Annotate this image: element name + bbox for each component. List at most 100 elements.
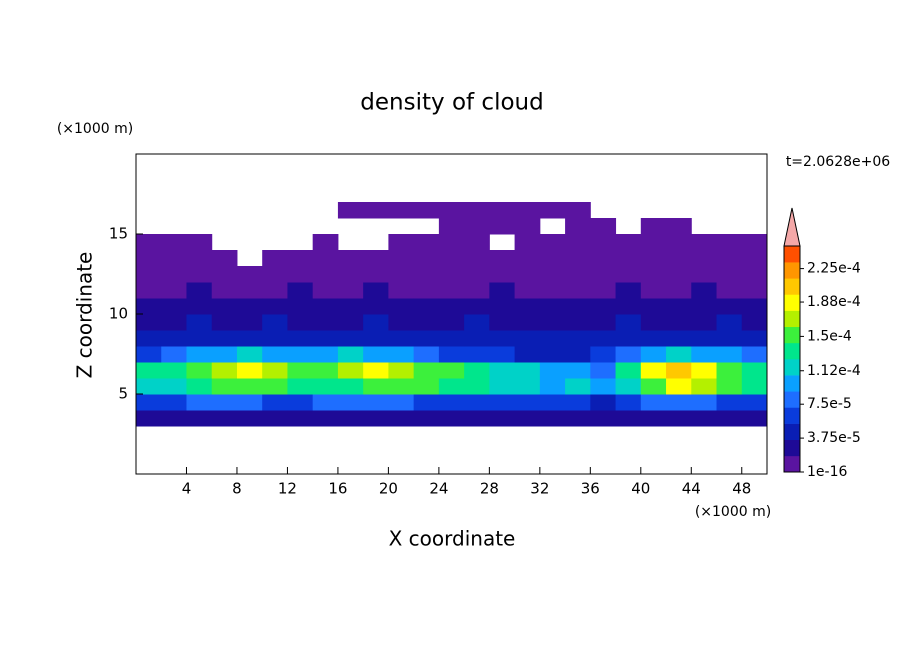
contour-cell bbox=[363, 346, 389, 363]
contour-cell bbox=[716, 314, 743, 331]
contour-cell bbox=[514, 394, 541, 411]
contour-cell bbox=[186, 266, 213, 283]
contour-cell bbox=[539, 250, 566, 267]
contour-cell bbox=[136, 250, 162, 267]
x-tick-label: 40 bbox=[631, 480, 650, 498]
contour-cell bbox=[262, 410, 288, 427]
contour-cell bbox=[136, 282, 162, 299]
contour-cell bbox=[161, 250, 187, 267]
colorbar-band bbox=[784, 359, 800, 376]
contour-cell bbox=[666, 234, 692, 251]
contour-cell bbox=[489, 266, 516, 283]
contour-cell bbox=[287, 346, 314, 363]
contour-cell bbox=[539, 346, 566, 363]
contour-cell bbox=[464, 218, 490, 235]
contour-cell bbox=[337, 282, 364, 299]
contour-cell bbox=[615, 362, 642, 379]
contour-cell bbox=[640, 218, 667, 235]
contour-cell bbox=[464, 282, 490, 299]
contour-cell bbox=[615, 282, 642, 299]
contour-cell bbox=[236, 282, 263, 299]
contour-cell bbox=[666, 330, 692, 347]
contour-cell bbox=[413, 346, 440, 363]
contour-cell bbox=[186, 346, 213, 363]
contour-cell bbox=[161, 266, 187, 283]
contour-cell bbox=[716, 298, 743, 315]
contour-cell bbox=[287, 330, 314, 347]
contour-cell bbox=[514, 378, 541, 395]
contour-cell bbox=[388, 346, 415, 363]
contour-cell bbox=[287, 298, 314, 315]
contour-cell bbox=[716, 330, 743, 347]
contour-cell bbox=[640, 298, 667, 315]
contour-cell bbox=[312, 410, 339, 427]
contour-cell bbox=[136, 234, 162, 251]
contour-cell bbox=[211, 330, 238, 347]
contour-cell bbox=[337, 346, 364, 363]
contour-cell bbox=[666, 282, 692, 299]
contour-cell bbox=[464, 394, 490, 411]
contour-cell bbox=[539, 314, 566, 331]
colorbar-tick-label: 1.12e-4 bbox=[807, 363, 861, 379]
contour-cell bbox=[413, 410, 440, 427]
contour-cell bbox=[136, 330, 162, 347]
contour-cell bbox=[312, 234, 339, 251]
contour-cell bbox=[413, 314, 440, 331]
colorbar-frame bbox=[783, 245, 801, 473]
contour-cell bbox=[666, 314, 692, 331]
contour-cell bbox=[413, 266, 440, 283]
contour-cell bbox=[262, 314, 288, 331]
contour-cell bbox=[489, 362, 516, 379]
contour-cell bbox=[691, 330, 718, 347]
contour-cell bbox=[438, 314, 465, 331]
contour-cell bbox=[539, 394, 566, 411]
contour-cell bbox=[136, 266, 162, 283]
contour-cell bbox=[438, 202, 465, 219]
contour-cell bbox=[438, 282, 465, 299]
contour-cell bbox=[666, 250, 692, 267]
contour-cell bbox=[565, 314, 591, 331]
x-axis-title: X coordinate bbox=[389, 527, 516, 551]
contour-cell bbox=[539, 378, 566, 395]
contour-cell bbox=[691, 346, 718, 363]
colorbar-band bbox=[784, 407, 800, 424]
contour-cell bbox=[615, 314, 642, 331]
contour-cell bbox=[186, 250, 213, 267]
contour-cell bbox=[287, 394, 314, 411]
contour-cell bbox=[514, 266, 541, 283]
contour-cell bbox=[136, 346, 162, 363]
colorbar-band bbox=[784, 391, 800, 408]
contour-cell bbox=[565, 234, 591, 251]
contour-cell bbox=[489, 218, 516, 235]
contour-cell bbox=[262, 250, 288, 267]
contour-cell bbox=[388, 250, 415, 267]
contour-cell bbox=[514, 362, 541, 379]
contour-cell bbox=[565, 346, 591, 363]
contour-cell bbox=[590, 410, 617, 427]
contour-cell bbox=[539, 298, 566, 315]
y-tick-label: 10 bbox=[109, 305, 128, 323]
contour-cell bbox=[312, 394, 339, 411]
contour-cell bbox=[236, 346, 263, 363]
contour-cell bbox=[186, 298, 213, 315]
contour-cell bbox=[413, 234, 440, 251]
contour-cell bbox=[287, 266, 314, 283]
contour-cell bbox=[741, 362, 768, 379]
x-tick-label: 28 bbox=[480, 480, 499, 498]
contour-cell bbox=[514, 346, 541, 363]
contour-cell bbox=[590, 314, 617, 331]
contour-cell bbox=[438, 234, 465, 251]
colorbar-band bbox=[784, 294, 800, 311]
contour-cell bbox=[363, 250, 389, 267]
contour-cell bbox=[136, 394, 162, 411]
x-tick-label: 16 bbox=[328, 480, 347, 498]
contour-cell bbox=[565, 410, 591, 427]
contour-cell bbox=[262, 362, 288, 379]
contour-cell bbox=[438, 346, 465, 363]
contour-cell bbox=[489, 202, 516, 219]
contour-cell bbox=[565, 362, 591, 379]
contour-cell bbox=[666, 394, 692, 411]
contour-cell bbox=[514, 234, 541, 251]
contour-cell bbox=[716, 346, 743, 363]
contour-cell bbox=[438, 378, 465, 395]
